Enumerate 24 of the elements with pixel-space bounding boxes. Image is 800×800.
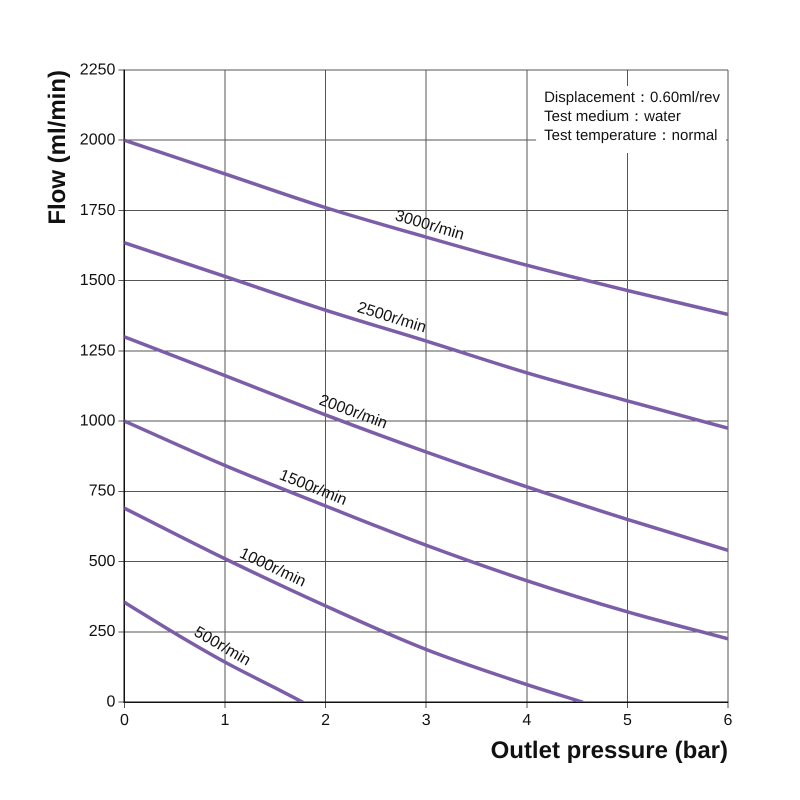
line-series bbox=[124, 600, 304, 702]
x-axis-title: Outlet pressure (bar) bbox=[490, 737, 728, 764]
x-tick-label: 3 bbox=[422, 712, 431, 730]
annotation: Displacement：0.60ml/rev bbox=[544, 89, 720, 106]
y-axis-title: Flow (ml/min) bbox=[44, 70, 72, 225]
y-tick-label: 2250 bbox=[80, 61, 116, 78]
annotation: Test temperature：normal bbox=[544, 127, 718, 144]
line-series bbox=[124, 506, 584, 702]
y-tick-label: 2000 bbox=[80, 132, 116, 149]
y-tick-label: 1000 bbox=[80, 412, 116, 430]
y-tick-label: 250 bbox=[88, 623, 116, 640]
y-tick-label: 1500 bbox=[80, 272, 116, 290]
x-tick-label: 5 bbox=[622, 712, 632, 730]
y-tick-label: 750 bbox=[88, 482, 116, 500]
x-tick-label: 2 bbox=[321, 712, 330, 730]
y-tick-label: 1750 bbox=[80, 202, 116, 219]
x-tick-label: 4 bbox=[522, 712, 532, 730]
y-tick-label: 0 bbox=[106, 693, 116, 710]
x-tick-label: 1 bbox=[220, 712, 230, 730]
x-tick-label: 6 bbox=[724, 712, 733, 730]
y-tick-label: 1250 bbox=[80, 342, 116, 360]
x-tick-label: 0 bbox=[120, 712, 129, 730]
annotation: Test medium：water bbox=[544, 108, 681, 125]
y-tick-label: 500 bbox=[88, 552, 116, 570]
